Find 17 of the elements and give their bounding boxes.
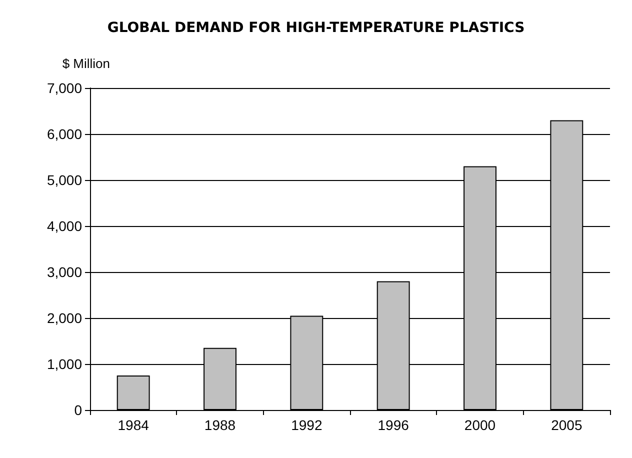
- y-tick-label: 1,000: [46, 356, 82, 372]
- y-tick-label: 7,000: [46, 80, 82, 96]
- x-tick-label: 1988: [204, 417, 236, 433]
- x-tick-label: 2005: [551, 417, 582, 433]
- y-tick-label: 4,000: [46, 218, 82, 234]
- y-tick-label: 0: [74, 402, 82, 418]
- x-tick-label: 1996: [378, 417, 410, 433]
- y-tick-label: 5,000: [46, 172, 82, 188]
- bar: [116, 376, 150, 410]
- y-tick-label: 3,000: [46, 264, 82, 280]
- x-tick-label: 1992: [291, 417, 322, 433]
- y-axis-title: $ Million: [62, 56, 110, 71]
- x-tick-label: 2000: [464, 417, 496, 433]
- y-tick-label: 2,000: [46, 310, 82, 326]
- y-tick-label: 6,000: [46, 126, 82, 142]
- x-tick-label: 1984: [118, 417, 150, 433]
- chart-title: GLOBAL DEMAND FOR HIGH-TEMPERATURE PLASTICS: [107, 20, 525, 36]
